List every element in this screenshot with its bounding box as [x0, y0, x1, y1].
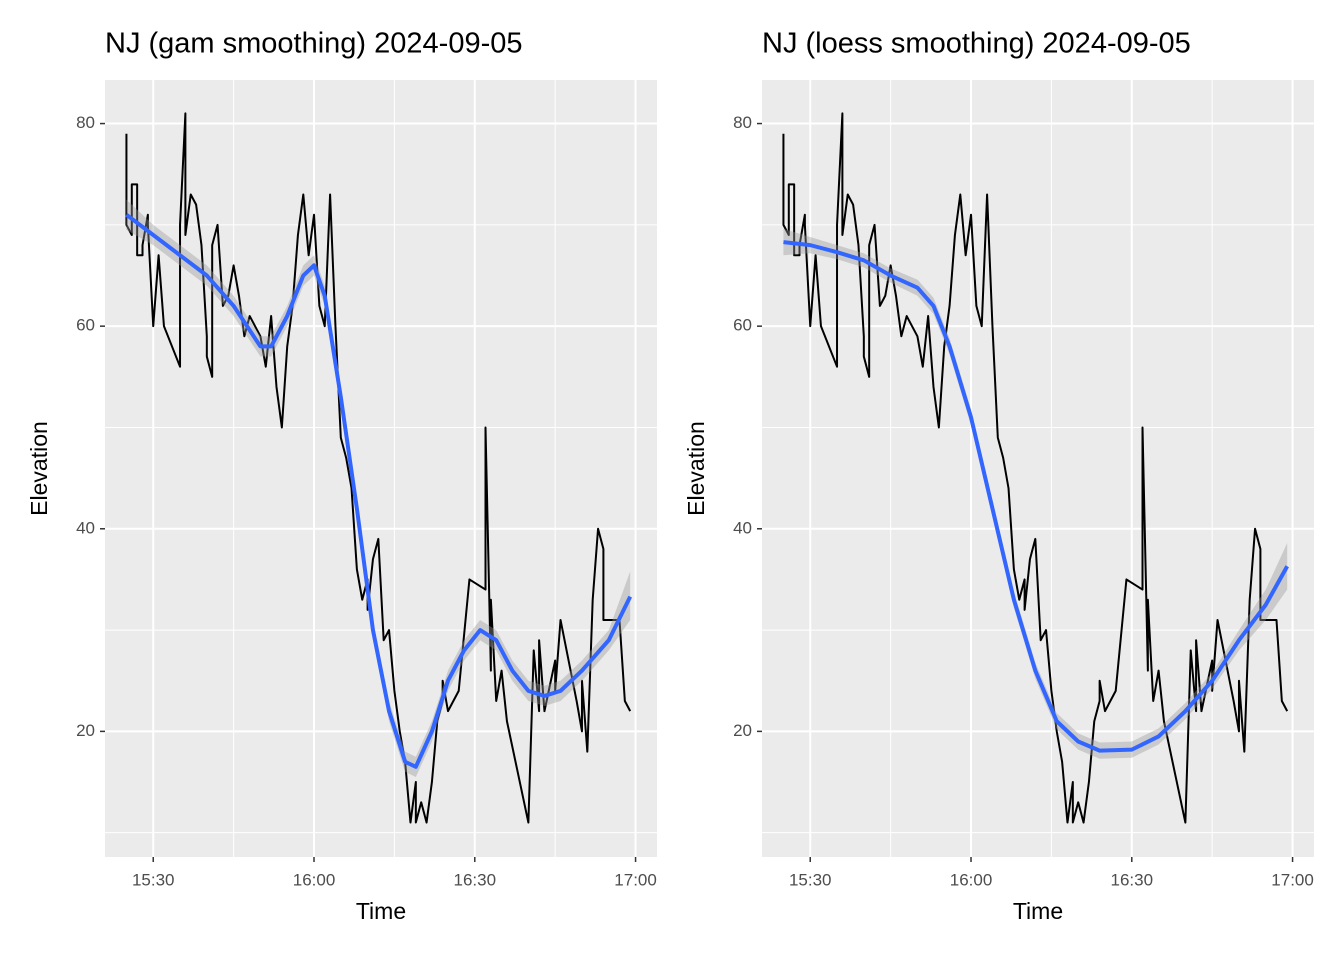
x-tick-label: 17:00 — [614, 870, 657, 889]
x-tick-label: 15:30 — [789, 870, 832, 889]
smooth-line — [125, 213, 632, 769]
y-tick-label: 20 — [76, 721, 95, 740]
y-tick-label: 60 — [76, 316, 95, 335]
y-axis-title: Elevation — [683, 421, 709, 516]
smooth-line — [783, 240, 1289, 753]
plot-background — [762, 80, 1314, 857]
x-tick-label: 16:00 — [950, 870, 993, 889]
y-tick-label: 80 — [733, 113, 752, 132]
y-tick-label: 80 — [76, 113, 95, 132]
x-axis-title: Time — [1013, 898, 1063, 924]
x-axis-title: Time — [356, 898, 406, 924]
y-tick-label: 20 — [733, 721, 752, 740]
y-tick-label: 60 — [733, 316, 752, 335]
x-tick-label: 17:00 — [1271, 870, 1314, 889]
data-line — [125, 112, 632, 824]
chart-title: NJ (gam smoothing) 2024-09-05 — [105, 28, 522, 60]
plot-background — [105, 80, 657, 857]
x-tick-label: 16:00 — [293, 870, 336, 889]
x-tick-label: 16:30 — [1111, 870, 1154, 889]
y-axis-title: Elevation — [26, 421, 52, 516]
x-tick-label: 16:30 — [454, 870, 497, 889]
confidence-band — [126, 199, 631, 777]
chart-title: NJ (loess smoothing) 2024-09-05 — [762, 28, 1191, 60]
x-tick-label: 15:30 — [132, 870, 175, 889]
data-line — [782, 112, 1289, 824]
y-tick-label: 40 — [76, 518, 95, 537]
y-tick-label: 40 — [733, 518, 752, 537]
